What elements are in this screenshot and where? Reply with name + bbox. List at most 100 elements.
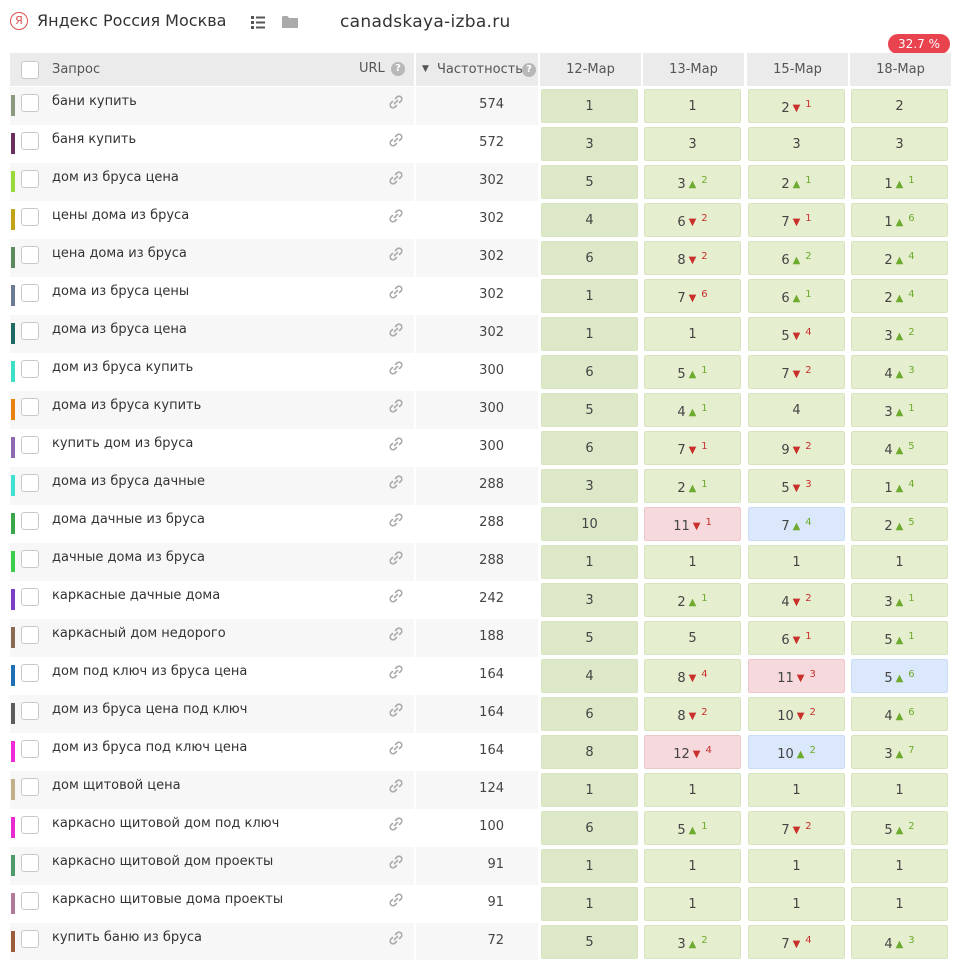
position-cell[interactable]: 6 ▲ 2 — [748, 241, 845, 275]
link-icon[interactable] — [388, 512, 404, 528]
position-cell[interactable]: 5 ▼ 4 — [748, 317, 845, 351]
row-checkbox[interactable] — [21, 436, 39, 454]
position-cell[interactable]: 1 — [541, 887, 638, 921]
sort-desc-icon[interactable]: ▼ — [422, 64, 429, 74]
link-icon[interactable] — [388, 930, 404, 946]
position-cell[interactable]: 1 — [541, 849, 638, 883]
position-cell[interactable]: 2 ▲ 1 — [644, 469, 741, 503]
link-icon[interactable] — [388, 398, 404, 414]
position-cell[interactable]: 4 — [748, 393, 845, 427]
position-cell[interactable]: 6 ▼ 2 — [644, 203, 741, 237]
row-checkbox[interactable] — [21, 702, 39, 720]
position-cell[interactable]: 1 — [644, 89, 741, 123]
row-checkbox[interactable] — [21, 132, 39, 150]
position-cell[interactable]: 3 — [541, 127, 638, 161]
position-cell[interactable]: 1 — [851, 773, 948, 807]
position-cell[interactable]: 12 ▼ 4 — [644, 735, 741, 769]
position-cell[interactable]: 5 ▲ 2 — [851, 811, 948, 845]
position-cell[interactable]: 3 ▲ 1 — [851, 583, 948, 617]
position-cell[interactable]: 4 ▲ 3 — [851, 355, 948, 389]
link-icon[interactable] — [388, 436, 404, 452]
position-cell[interactable]: 2 ▲ 1 — [644, 583, 741, 617]
col-date[interactable]: 13-Мар — [643, 53, 744, 86]
position-cell[interactable]: 6 — [541, 355, 638, 389]
position-cell[interactable]: 7 ▼ 4 — [748, 925, 845, 959]
position-cell[interactable]: 5 — [644, 621, 741, 655]
position-cell[interactable]: 1 — [541, 773, 638, 807]
position-cell[interactable]: 3 — [541, 583, 638, 617]
position-cell[interactable]: 1 ▲ 6 — [851, 203, 948, 237]
col-date[interactable]: 12-Мар — [540, 53, 641, 86]
position-cell[interactable]: 6 ▼ 1 — [748, 621, 845, 655]
position-cell[interactable]: 5 — [541, 393, 638, 427]
row-checkbox[interactable] — [21, 398, 39, 416]
position-cell[interactable]: 1 — [851, 849, 948, 883]
link-icon[interactable] — [388, 854, 404, 870]
position-cell[interactable]: 4 — [541, 659, 638, 693]
link-icon[interactable] — [388, 892, 404, 908]
position-cell[interactable]: 10 — [541, 507, 638, 541]
position-cell[interactable]: 1 — [851, 887, 948, 921]
position-cell[interactable]: 11 ▼ 3 — [748, 659, 845, 693]
position-cell[interactable]: 8 ▼ 2 — [644, 697, 741, 731]
position-cell[interactable]: 2 ▲ 1 — [748, 165, 845, 199]
position-cell[interactable]: 4 ▲ 3 — [851, 925, 948, 959]
position-cell[interactable]: 3 — [851, 127, 948, 161]
position-cell[interactable]: 1 ▲ 1 — [851, 165, 948, 199]
link-icon[interactable] — [388, 778, 404, 794]
position-cell[interactable]: 6 — [541, 811, 638, 845]
position-cell[interactable]: 7 ▼ 1 — [748, 203, 845, 237]
position-cell[interactable]: 2 — [851, 89, 948, 123]
position-cell[interactable]: 7 ▲ 4 — [748, 507, 845, 541]
select-all-checkbox[interactable] — [21, 61, 39, 79]
position-cell[interactable]: 4 ▲ 6 — [851, 697, 948, 731]
position-cell[interactable]: 4 ▼ 2 — [748, 583, 845, 617]
position-cell[interactable]: 4 ▲ 1 — [644, 393, 741, 427]
position-cell[interactable]: 7 ▼ 2 — [748, 355, 845, 389]
position-cell[interactable]: 3 ▲ 2 — [644, 925, 741, 959]
region-title[interactable]: Яндекс Россия Москва — [37, 11, 227, 30]
position-cell[interactable]: 1 — [748, 545, 845, 579]
folder-icon[interactable] — [282, 15, 298, 29]
link-icon[interactable] — [388, 132, 404, 148]
position-cell[interactable]: 1 — [541, 279, 638, 313]
link-icon[interactable] — [388, 664, 404, 680]
row-checkbox[interactable] — [21, 626, 39, 644]
position-cell[interactable]: 4 — [541, 203, 638, 237]
row-checkbox[interactable] — [21, 854, 39, 872]
position-cell[interactable]: 4 ▲ 5 — [851, 431, 948, 465]
position-cell[interactable]: 3 ▲ 7 — [851, 735, 948, 769]
col-date[interactable]: 18-Мар — [850, 53, 951, 86]
position-cell[interactable]: 6 — [541, 241, 638, 275]
position-cell[interactable]: 10 ▲ 2 — [748, 735, 845, 769]
position-cell[interactable]: 1 — [748, 887, 845, 921]
position-cell[interactable]: 6 — [541, 697, 638, 731]
list-icon[interactable] — [250, 14, 266, 30]
link-icon[interactable] — [388, 170, 404, 186]
position-cell[interactable]: 1 — [748, 849, 845, 883]
row-checkbox[interactable] — [21, 588, 39, 606]
row-checkbox[interactable] — [21, 740, 39, 758]
position-cell[interactable]: 9 ▼ 2 — [748, 431, 845, 465]
position-cell[interactable]: 2 ▲ 4 — [851, 279, 948, 313]
position-cell[interactable]: 1 — [644, 887, 741, 921]
position-cell[interactable]: 8 ▼ 4 — [644, 659, 741, 693]
position-cell[interactable]: 1 — [644, 545, 741, 579]
position-cell[interactable]: 1 — [644, 317, 741, 351]
header-freq-cell[interactable] — [416, 53, 538, 86]
position-cell[interactable]: 1 — [541, 545, 638, 579]
row-checkbox[interactable] — [21, 322, 39, 340]
position-cell[interactable]: 5 — [541, 925, 638, 959]
link-icon[interactable] — [388, 702, 404, 718]
position-cell[interactable]: 2 ▲ 4 — [851, 241, 948, 275]
position-cell[interactable]: 7 ▼ 1 — [644, 431, 741, 465]
link-icon[interactable] — [388, 360, 404, 376]
row-checkbox[interactable] — [21, 170, 39, 188]
row-checkbox[interactable] — [21, 892, 39, 910]
position-cell[interactable]: 1 — [541, 317, 638, 351]
row-checkbox[interactable] — [21, 208, 39, 226]
link-icon[interactable] — [388, 94, 404, 110]
position-cell[interactable]: 7 ▼ 6 — [644, 279, 741, 313]
position-cell[interactable]: 5 ▼ 3 — [748, 469, 845, 503]
position-cell[interactable]: 1 — [644, 849, 741, 883]
